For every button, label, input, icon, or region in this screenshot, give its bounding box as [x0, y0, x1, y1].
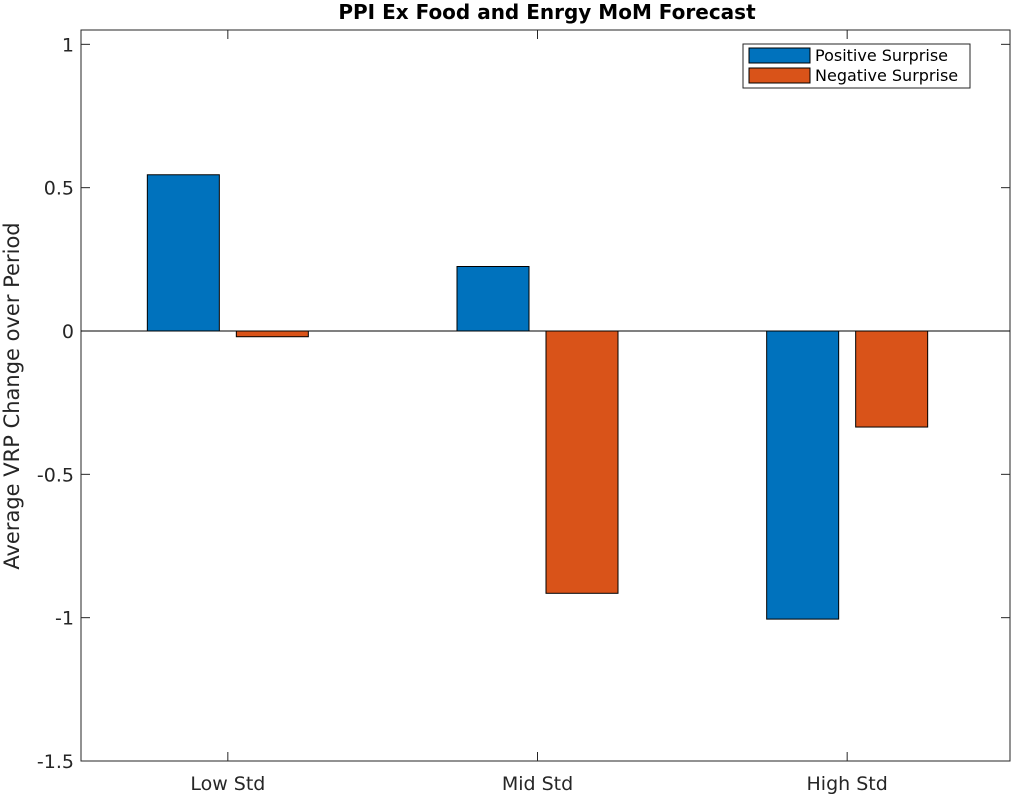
axes-box — [80, 29, 1011, 762]
x-tick-label: High Std — [807, 773, 888, 795]
legend-swatch — [748, 67, 811, 84]
legend-swatch — [748, 47, 811, 64]
chart-title: PPI Ex Food and Enrgy MoM Forecast — [338, 0, 756, 24]
y-tick-label: -0.5 — [37, 464, 74, 486]
x-tick-label: Mid Std — [502, 773, 573, 795]
y-axis-label: Average VRP Change over Period — [0, 222, 24, 569]
y-tick-label: -1 — [55, 608, 74, 630]
legend-entry: Positive Surprise — [815, 46, 948, 65]
bar-negative-surprise — [855, 330, 929, 428]
bar-negative-surprise — [235, 330, 309, 338]
plot-area: -1.5 -1 -0.5 0 0.5 1 Low Std Mid Std High Std — [37, 29, 1011, 795]
bar-positive-surprise — [766, 330, 840, 620]
y-tick-label: 1 — [62, 34, 74, 56]
y-tick-label: -1.5 — [37, 751, 74, 773]
y-tick-label: 0.5 — [44, 178, 74, 200]
x-tick-label: Low Std — [190, 773, 265, 795]
y-tick-label: 0 — [62, 321, 74, 343]
bar-positive-surprise — [146, 174, 220, 332]
bar-negative-surprise — [545, 330, 619, 594]
bar-positive-surprise — [456, 266, 530, 332]
legend-entry: Negative Surprise — [815, 66, 958, 85]
